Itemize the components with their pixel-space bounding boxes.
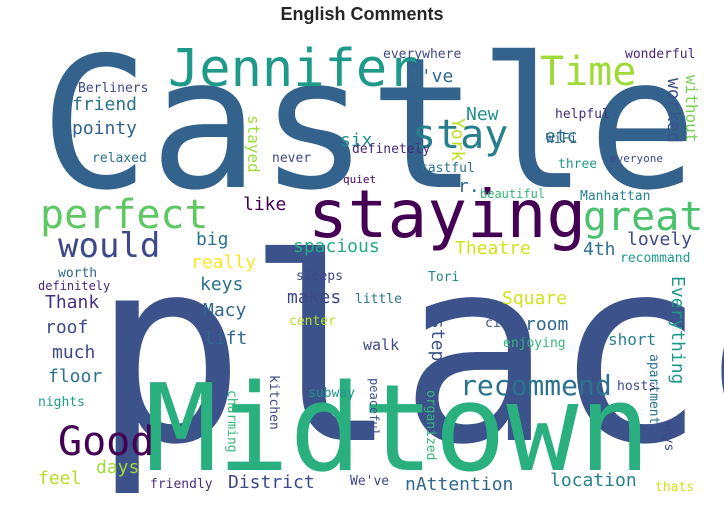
word-enjoying: enjoying — [503, 336, 566, 351]
word-lift: lift — [204, 328, 247, 349]
word-time: Time — [540, 49, 636, 95]
word-steps: steps — [427, 318, 448, 372]
word-perfect: perfect — [40, 192, 209, 238]
word-days: days — [96, 457, 139, 478]
word-pointy: pointy — [72, 118, 137, 139]
word-everything: Everything — [667, 276, 688, 384]
word-charming: charming — [224, 390, 239, 453]
word-relaxed: relaxed — [92, 151, 147, 166]
word-little: little — [355, 292, 402, 307]
word-roof: roof — [45, 317, 88, 338]
word-lovely: lovely — [627, 229, 692, 250]
word-tori: Tori — [428, 270, 459, 285]
word-short: short — [608, 330, 656, 349]
word-subway: subway — [308, 386, 355, 401]
word-we-ve: We've — [350, 474, 389, 489]
word-everyone: everyone — [610, 152, 663, 165]
word-beautiful: beautiful — [480, 187, 545, 201]
word-thank: Thank — [45, 292, 99, 313]
word-macy: Macy — [203, 300, 247, 321]
word-spacious: spacious — [293, 236, 380, 257]
word-etc: etc — [545, 126, 578, 147]
word-kitchen: kitchen — [266, 375, 281, 430]
word-apartment: apartment — [646, 354, 661, 424]
chart-title: English Comments — [280, 4, 444, 24]
word-keys: keys — [200, 274, 243, 295]
word-worth: worth — [58, 266, 97, 281]
word-manhattan: Manhattan — [580, 189, 650, 204]
word-everywhere: everywhere — [383, 47, 461, 62]
word-recommand: recommand — [620, 251, 690, 266]
word-nights: nights — [38, 395, 85, 410]
word-peaceful: peaceful — [367, 378, 381, 436]
word-really: really — [191, 252, 256, 273]
word-4th: 4th — [583, 239, 616, 260]
word-new: New — [466, 104, 499, 125]
word-tastful: tastful — [420, 161, 475, 176]
word-sleeps: sleeps — [296, 269, 343, 284]
word-would: would — [58, 226, 160, 266]
word-friend: friend — [72, 94, 137, 115]
word-floor: floor — [48, 366, 102, 387]
word-three: three — [558, 157, 597, 172]
word-york: York — [447, 118, 468, 162]
word-feel: feel — [38, 468, 81, 489]
word-without: without — [682, 75, 701, 142]
word-theatre: Theatre — [455, 238, 531, 259]
word-makes: makes — [287, 287, 341, 308]
word-helpful: helpful — [555, 107, 610, 122]
word-castle: Castle — [40, 18, 697, 230]
word-good: Good — [58, 419, 154, 465]
word-recommend: recommend — [460, 369, 612, 402]
word-definetely: definetely — [352, 142, 430, 157]
word-big: big — [196, 229, 229, 250]
word-room: room — [525, 314, 568, 335]
word-worked: worked — [663, 78, 684, 143]
word-hosts: hosts — [617, 379, 656, 394]
word-like: like — [243, 194, 286, 215]
word-quiet: quiet — [343, 173, 376, 186]
word-much: much — [52, 342, 95, 363]
word-wifi: WiFi — [546, 132, 577, 147]
word-stayed: stayed — [244, 115, 263, 173]
word-walk: walk — [363, 336, 399, 354]
word-location: location — [550, 470, 637, 491]
word-midtown: Midtown — [145, 360, 651, 499]
word-i-ve: I've — [410, 66, 453, 87]
word-r: r. — [458, 176, 480, 197]
word-place: place — [92, 204, 724, 501]
word-city: city — [485, 316, 516, 331]
word-nattention: nAttention — [405, 474, 513, 495]
word-berliners: Berliners — [78, 81, 148, 96]
word-definitely: definitely — [38, 279, 110, 293]
word-ways: ways — [661, 420, 676, 451]
word-never: never — [272, 151, 311, 166]
word-staying: staying — [308, 176, 586, 253]
word-six: six — [340, 130, 373, 151]
word-stay: stay — [412, 112, 508, 158]
word-center: center — [289, 314, 336, 329]
word-square: Square — [502, 288, 567, 309]
word-district: District — [228, 472, 315, 493]
word-great: great — [583, 194, 703, 240]
word-friendly: friendly — [150, 477, 213, 492]
word-wonderful: wonderful — [625, 47, 695, 62]
word-thats: thats — [655, 480, 694, 495]
word-jennifer: Jennifer — [168, 39, 418, 99]
word-organized: organized — [423, 390, 438, 460]
